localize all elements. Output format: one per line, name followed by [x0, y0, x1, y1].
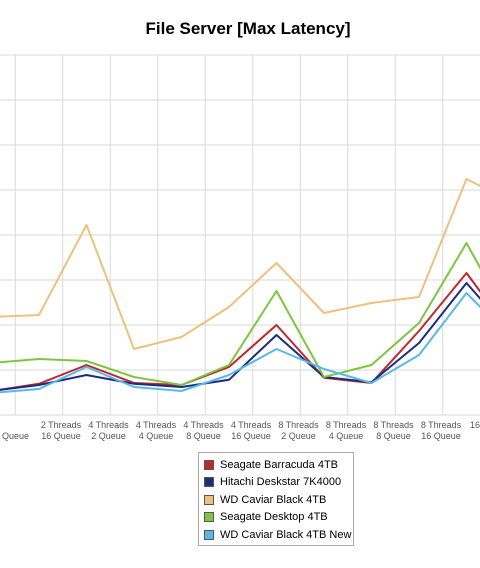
legend-item: Hitachi Deskstar 7K4000: [204, 474, 353, 492]
x-tick-label: 8 Threads: [373, 420, 414, 430]
x-tick-label: 8 Queue: [186, 431, 221, 441]
legend-label: WD Caviar Black 4TB New: [220, 528, 352, 541]
x-tick-label: 4 Queue: [139, 431, 174, 441]
legend-label: Hitachi Deskstar 7K4000: [220, 476, 342, 489]
x-tick-label: 16 Queue: [41, 431, 81, 441]
legend-label: WD Caviar Black 4TB: [220, 493, 327, 506]
x-tick-label: 4 Threads: [136, 420, 177, 430]
x-tick-label: 2 Threads: [41, 420, 82, 430]
legend-item: WD Caviar Black 4TB: [204, 491, 353, 509]
series-line: [0, 178, 480, 350]
x-tick-label: 4 Queue: [329, 431, 364, 441]
legend-item: Seagate Barracuda 4TB: [204, 456, 353, 474]
x-tick-label: Queue: [2, 431, 29, 441]
chart-legend: Seagate Barracuda 4TB Hitachi Deskstar 7K…: [198, 452, 354, 546]
x-tick-label: 4 Threads: [183, 420, 224, 430]
chart-title: File Server [Max Latency]: [145, 19, 351, 38]
series-line: [0, 292, 480, 394]
legend-swatch: [204, 512, 214, 523]
legend-label: Seagate Barracuda 4TB: [220, 458, 339, 471]
x-tick-label: 16 Queue: [421, 431, 461, 441]
x-tick-label: 8 Queue: [376, 431, 411, 441]
series-line: [0, 282, 480, 391]
x-tick-label: 8 Threads: [278, 420, 319, 430]
legend-swatch: [204, 529, 214, 540]
x-tick-label: 2 Queue: [281, 431, 316, 441]
legend-item: WD Caviar Black 4TB New: [204, 526, 353, 544]
legend-swatch: [204, 477, 214, 488]
x-tick-label: 2 Queue: [91, 431, 126, 441]
x-tick-label: 8 Threads: [421, 420, 462, 430]
legend-label: Seagate Desktop 4TB: [220, 511, 328, 524]
x-tick-label: 4 Threads: [231, 420, 272, 430]
legend-swatch: [204, 494, 214, 505]
legend-item: Seagate Desktop 4TB: [204, 509, 353, 527]
x-tick-label: 16: [470, 420, 480, 430]
x-tick-label: 16 Queue: [231, 431, 271, 441]
series-line: [0, 242, 480, 386]
legend-swatch: [204, 459, 214, 470]
series-line: [0, 272, 480, 391]
x-tick-label: 4 Threads: [88, 420, 129, 430]
x-tick-label: 8 Threads: [326, 420, 367, 430]
